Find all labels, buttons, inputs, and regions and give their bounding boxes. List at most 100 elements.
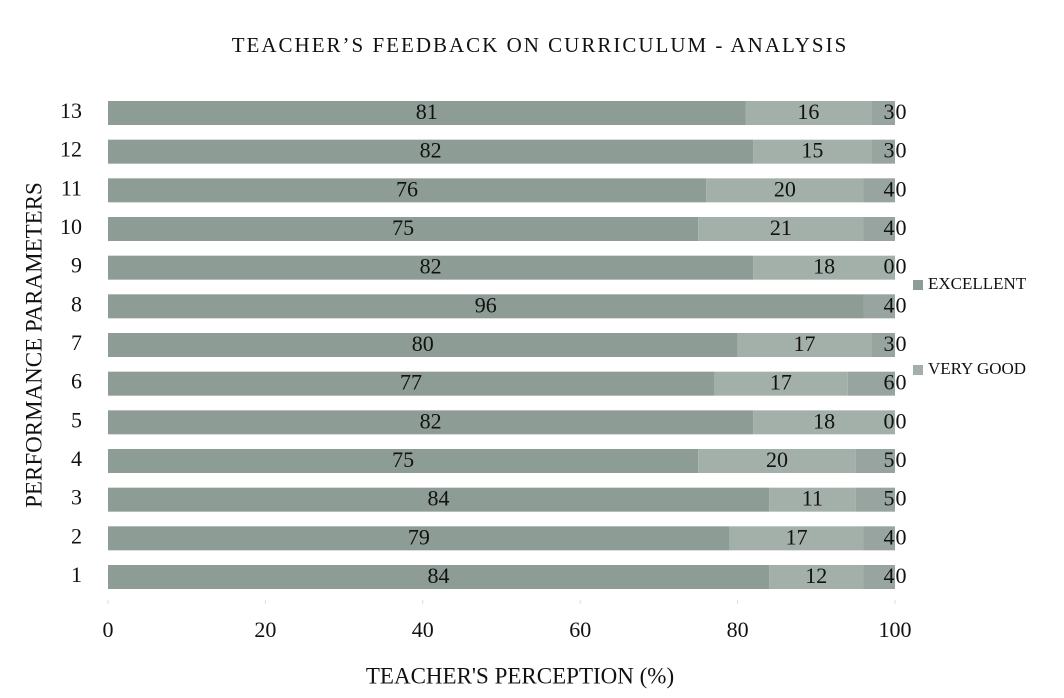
y-tick-label: 13 (60, 98, 82, 123)
data-label: 0 (896, 486, 907, 511)
legend-swatch (913, 365, 923, 375)
data-label: 17 (770, 370, 792, 395)
data-label: 0 (896, 331, 907, 356)
bar-segment (706, 178, 864, 203)
data-label: 80 (412, 331, 434, 356)
y-axis-label: PERFORMANCE PARAMETERS (21, 182, 46, 508)
x-tick-label: 0 (103, 617, 114, 642)
data-label: 0 (896, 292, 907, 317)
bar-segment (769, 565, 864, 589)
data-label: 0 (896, 138, 907, 163)
data-label: 4 (884, 176, 895, 201)
data-label: 5 (884, 447, 895, 472)
data-label: 17 (786, 524, 808, 549)
y-tick-label: 10 (60, 214, 82, 239)
x-tick-label: 20 (254, 617, 276, 642)
data-label: 0 (884, 408, 895, 433)
y-tick-label: 8 (71, 291, 82, 316)
y-tick-label: 3 (71, 485, 82, 510)
bar-segment (108, 101, 746, 125)
data-label: 0 (896, 99, 907, 124)
bar-segment (108, 449, 699, 473)
bar-segment (108, 371, 714, 396)
data-label: 82 (420, 138, 442, 163)
bar-segment (753, 410, 895, 435)
data-label: 0 (896, 370, 907, 395)
y-tick-label: 11 (61, 175, 82, 200)
data-label: 6 (884, 370, 895, 395)
data-label: 12 (805, 563, 827, 588)
bar-segment (863, 217, 895, 241)
bar-segment (855, 449, 895, 473)
data-label: 76 (396, 176, 418, 201)
y-tick-label: 5 (71, 407, 82, 432)
bar-segment (847, 371, 895, 396)
bar-segment (871, 333, 895, 357)
data-label: 3 (884, 331, 895, 356)
bar-segment (753, 139, 872, 164)
bar-segment (863, 565, 895, 589)
bar-segment (108, 526, 730, 551)
data-label: 18 (813, 254, 835, 279)
data-label: 84 (428, 563, 450, 588)
x-axis-label: TEACHER'S PERCEPTION (%) (366, 663, 674, 688)
y-tick-label: 7 (71, 330, 82, 355)
data-label: 81 (416, 99, 438, 124)
chart-title: TEACHER’S FEEDBACK ON CURRICULUM - ANALY… (232, 33, 849, 57)
bar-segment (108, 565, 770, 589)
data-label: 75 (392, 447, 414, 472)
data-label: 21 (770, 215, 792, 240)
legend-label: EXCELLENT (928, 274, 1027, 293)
bar-segment (108, 294, 864, 319)
data-label: 15 (801, 138, 823, 163)
data-label: 4 (884, 563, 895, 588)
bar-segment (863, 178, 895, 203)
data-label: 0 (896, 176, 907, 201)
bar-segment (108, 487, 770, 512)
data-label: 18 (813, 408, 835, 433)
y-tick-label: 1 (71, 562, 82, 587)
bar-segment (871, 101, 895, 125)
y-tick-label: 6 (71, 369, 82, 394)
bar-segment (108, 217, 699, 241)
data-label: 17 (793, 331, 815, 356)
bar-segment (108, 139, 754, 164)
data-label: 79 (408, 524, 430, 549)
x-tick-label: 40 (412, 617, 434, 642)
data-label: 0 (896, 215, 907, 240)
bar-segment (737, 333, 872, 357)
y-tick-label: 9 (71, 253, 82, 278)
bar-segment (108, 255, 754, 280)
data-label: 0 (896, 563, 907, 588)
bar-segment (753, 255, 895, 280)
bar-segment (745, 101, 872, 125)
data-label: 3 (884, 138, 895, 163)
data-label: 75 (392, 215, 414, 240)
data-label: 5 (884, 486, 895, 511)
bar-segment (698, 217, 864, 241)
data-label: 4 (884, 215, 895, 240)
y-tick-label: 4 (71, 446, 82, 471)
data-label: 0 (884, 254, 895, 279)
data-label: 16 (797, 99, 819, 124)
data-label: 0 (896, 408, 907, 433)
bar-segment (713, 371, 848, 396)
data-label: 3 (884, 99, 895, 124)
x-tick-label: 60 (569, 617, 591, 642)
bar-segment (863, 526, 895, 551)
bar-segment (698, 449, 856, 473)
y-tick-label: 12 (60, 137, 82, 162)
bar-segment (871, 139, 895, 164)
data-label: 11 (802, 486, 823, 511)
x-tick-label: 80 (727, 617, 749, 642)
bar-segment (863, 294, 895, 319)
data-label: 84 (428, 486, 450, 511)
data-label: 4 (884, 292, 895, 317)
data-label: 20 (766, 447, 788, 472)
bar-segment (855, 487, 895, 512)
bar-segment (729, 526, 864, 551)
x-tick-label: 100 (879, 617, 912, 642)
data-label: 0 (896, 254, 907, 279)
bar-segment (108, 410, 754, 435)
